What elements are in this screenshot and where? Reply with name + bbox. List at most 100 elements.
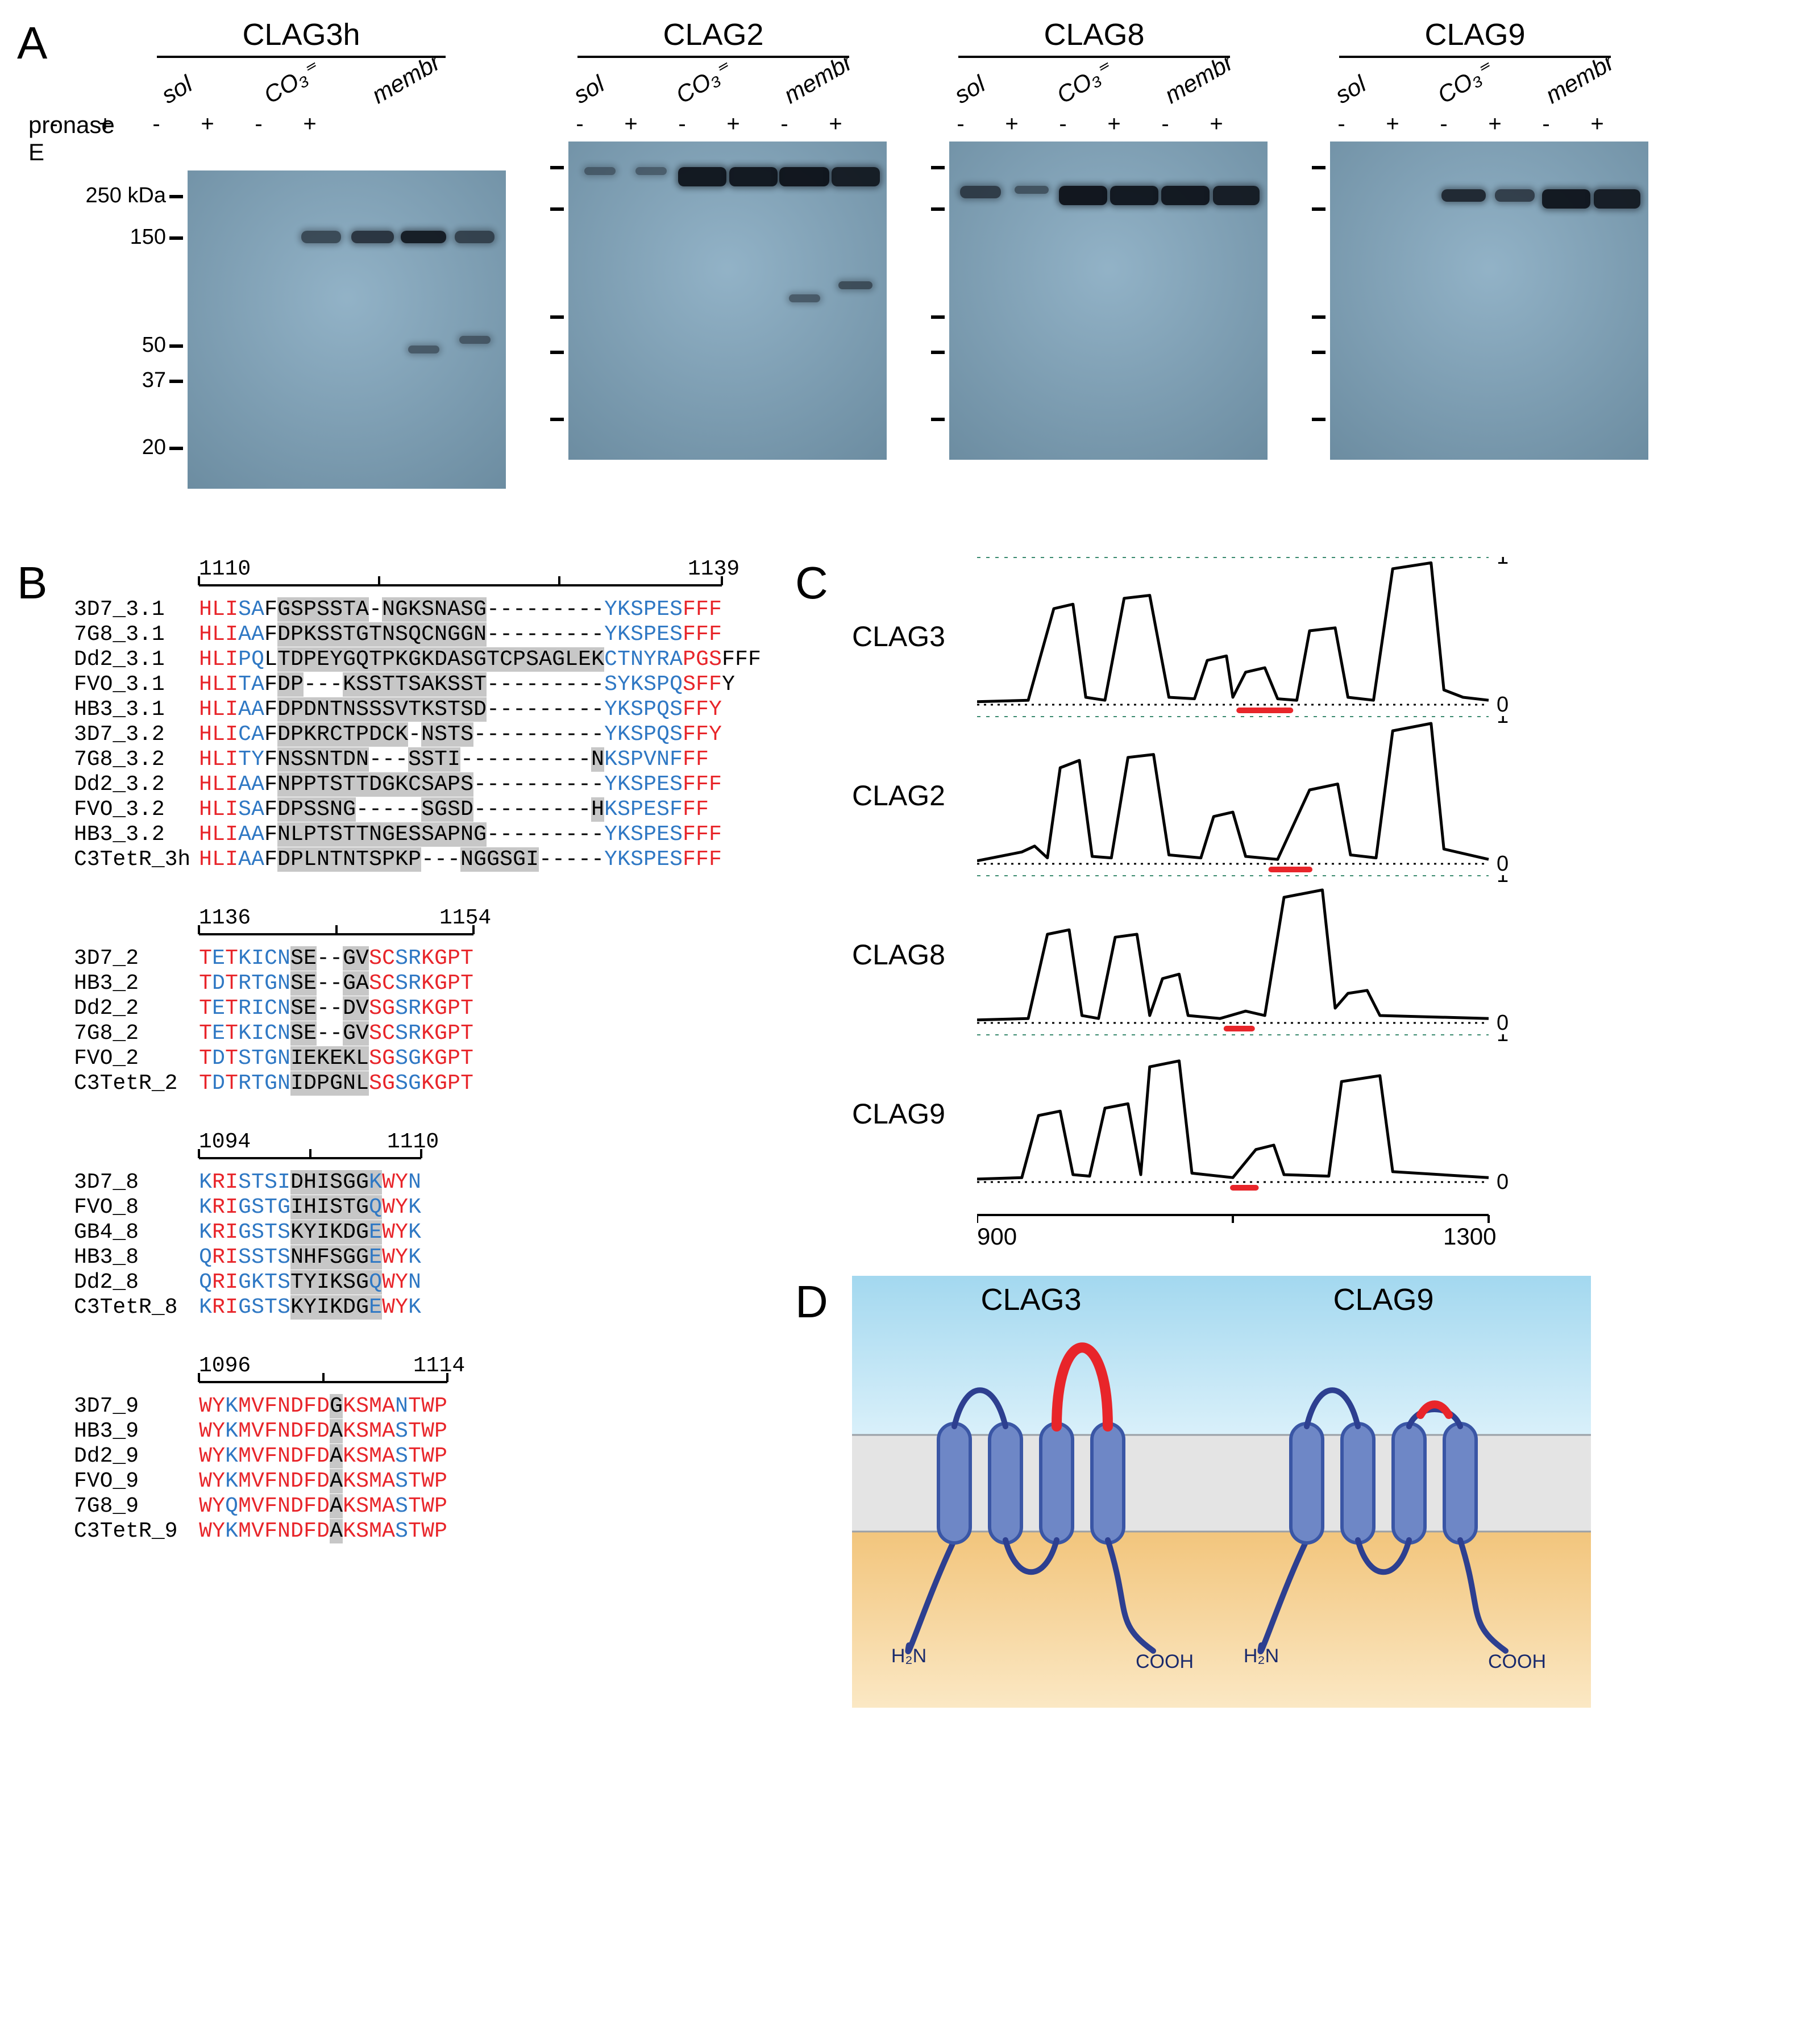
residue: S [369, 1046, 382, 1071]
pronase-sign: + [986, 111, 1037, 137]
residue: S [643, 672, 656, 697]
residue: G [552, 647, 565, 672]
residue: M [369, 1444, 382, 1468]
residue: G [513, 847, 526, 872]
residue: L [212, 772, 225, 797]
residue: G [473, 597, 487, 622]
band [1495, 189, 1535, 202]
residue: D [277, 797, 290, 822]
residue: - [487, 622, 500, 647]
residue: S [395, 1519, 408, 1543]
y-tick-label: 0 [1497, 1011, 1509, 1034]
residue: S [709, 647, 722, 672]
residue: S [356, 697, 369, 722]
panel-c-label: C [795, 557, 841, 1253]
residue: S [330, 772, 343, 797]
residue: S [630, 697, 643, 722]
residue: S [670, 722, 683, 747]
residue: K [408, 1220, 421, 1245]
residue: S [369, 697, 382, 722]
tm-helix [1291, 1424, 1323, 1543]
residue: K [421, 1046, 434, 1071]
pronase-sign: + [80, 111, 131, 166]
residue: K [395, 722, 408, 747]
residue: G [382, 1046, 395, 1071]
residue: - [565, 747, 578, 772]
residue: M [238, 1469, 251, 1493]
residue: N [369, 822, 382, 847]
residue: N [277, 971, 290, 996]
sequence: WYQMVFNDFDAKSMASTWP [199, 1494, 447, 1518]
residue: K [343, 1444, 356, 1468]
residue: F [683, 772, 696, 797]
sequence-name: C3TetR_8 [74, 1295, 199, 1320]
clag9-title: CLAG9 [1333, 1283, 1433, 1317]
residue: S [238, 797, 251, 822]
residue: E [304, 971, 317, 996]
residue: L [212, 847, 225, 872]
residue: F [696, 697, 709, 722]
residue: - [591, 722, 604, 747]
residue: - [513, 597, 526, 622]
residue: D [212, 1071, 225, 1096]
residue: K [238, 1021, 251, 1046]
residue: H [199, 772, 212, 797]
residue: K [408, 1195, 421, 1220]
alignment-ruler: 10941110 [199, 1130, 761, 1170]
residue: - [513, 672, 526, 697]
residue: C [238, 722, 251, 747]
residue: T [487, 647, 500, 672]
residue: R [238, 971, 251, 996]
residue: D [277, 672, 290, 697]
residue: K [238, 946, 251, 971]
residue: P [434, 1419, 447, 1443]
mw-marker [550, 339, 564, 364]
residue: - [578, 722, 591, 747]
residue: - [591, 672, 604, 697]
residue: Y [604, 722, 617, 747]
sequence-name: FVO_2 [74, 1046, 199, 1071]
residue: N [434, 597, 447, 622]
residue: N [277, 946, 290, 971]
band [960, 186, 1001, 198]
residue: I [225, 747, 238, 772]
residue: - [500, 722, 513, 747]
residue: E [330, 1046, 343, 1071]
sequence: HLIAAFNLPTSTTNGESSAPNG---------YKSPESFFF [199, 822, 722, 847]
residue: S [670, 697, 683, 722]
residue: S [683, 672, 696, 697]
residue: N [277, 1419, 290, 1443]
residue: Y [617, 672, 630, 697]
blot-area [1302, 142, 1648, 460]
sequence: HLIAAFDPLNTNTSPKP---NGGSGI-----YKSPESFFF [199, 847, 722, 872]
residue: E [643, 797, 656, 822]
residue: - [487, 822, 500, 847]
residue: S [356, 1419, 369, 1443]
residue: T [356, 847, 369, 872]
residue: G [487, 847, 500, 872]
residue: K [317, 1046, 330, 1071]
sequence: HLIPQLTDPEYGQTPKGKDASGTCPSAGLEKCTNYRAPGS… [199, 647, 761, 672]
residue: T [408, 697, 421, 722]
residue: K [225, 1444, 238, 1468]
residue: S [395, 1071, 408, 1096]
residue: S [421, 772, 434, 797]
residue: - [578, 597, 591, 622]
sequence: WYKMVFNDFDAKSMASTWP [199, 1419, 447, 1443]
residue: G [264, 971, 277, 996]
residue: T [251, 971, 264, 996]
y-tick-label: 1 [1497, 716, 1509, 728]
residue: S [317, 597, 330, 622]
residue: D [304, 697, 317, 722]
residue: H [304, 1195, 317, 1220]
residue: S [630, 822, 643, 847]
sequence: QRIGKTSTYIKSGQWYN [199, 1270, 421, 1295]
residue: - [434, 847, 447, 872]
residue: F [683, 597, 696, 622]
blot-group: CLAG8solCO₃⁼membr-+-+-+ [921, 17, 1268, 489]
residue: A [382, 1469, 395, 1493]
residue: P [643, 822, 656, 847]
alignment-row: HB3_3.2HLIAAFNLPTSTTNGESSAPNG---------YK… [74, 822, 761, 847]
residue: - [421, 847, 434, 872]
band [832, 167, 880, 186]
